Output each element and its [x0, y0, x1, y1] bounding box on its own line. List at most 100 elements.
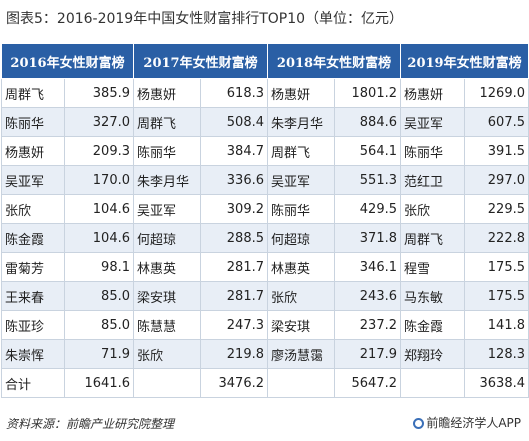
person-name-cell: 梁安琪: [267, 310, 335, 340]
wealth-ranking-table: 2016年女性财富榜 2017年女性财富榜 2018年女性财富榜 2019年女性…: [1, 43, 529, 398]
person-name-cell: 程雪: [400, 252, 465, 282]
wealth-value-cell: 229.5: [464, 194, 529, 224]
total-row: 合计 1641.6 3476.2 5647.2 3638.4: [1, 368, 529, 398]
header-2018: 2018年女性财富榜: [267, 43, 401, 79]
person-name-cell: 何超琼: [133, 223, 201, 253]
wealth-value-cell: 391.5: [464, 136, 529, 166]
wealth-value-cell: 219.8: [200, 339, 268, 369]
total-label-empty: [400, 368, 465, 398]
wealth-value-cell: 327.0: [64, 107, 134, 137]
table-body: 周群飞 385.9 杨惠妍 618.3 杨惠妍 1801.2 杨惠妍 1269.0 陈丽华 327…: [1, 78, 529, 398]
wealth-value-cell: 281.7: [200, 252, 268, 282]
person-name-cell: 陈丽华: [400, 136, 465, 166]
person-name-cell: 吴亚军: [133, 194, 201, 224]
wealth-value-cell: 551.3: [334, 165, 401, 195]
person-name-cell: 陈丽华: [1, 107, 65, 137]
person-name-cell: 张欣: [400, 194, 465, 224]
table-row: 周群飞 385.9 杨惠妍 618.3 杨惠妍 1801.2 杨惠妍 1269.0: [1, 78, 529, 108]
person-name-cell: 林惠英: [133, 252, 201, 282]
wealth-value-cell: 243.6: [334, 281, 401, 311]
wealth-value-cell: 371.8: [334, 223, 401, 253]
wealth-value-cell: 222.8: [464, 223, 529, 253]
total-value-cell: 3638.4: [464, 368, 529, 398]
wealth-value-cell: 297.0: [464, 165, 529, 195]
wealth-value-cell: 508.4: [200, 107, 268, 137]
wealth-value-cell: 237.2: [334, 310, 401, 340]
total-value-cell: 5647.2: [334, 368, 401, 398]
wealth-value-cell: 217.9: [334, 339, 401, 369]
person-name-cell: 张欣: [1, 194, 65, 224]
person-name-cell: 梁安琪: [133, 281, 201, 311]
header-2016: 2016年女性财富榜: [1, 43, 134, 79]
person-name-cell: 雷菊芳: [1, 252, 65, 282]
wealth-value-cell: 607.5: [464, 107, 529, 137]
total-label: 合计: [1, 368, 65, 398]
total-value-cell: 1641.6: [64, 368, 134, 398]
wealth-value-cell: 288.5: [200, 223, 268, 253]
wealth-value-cell: 1269.0: [464, 78, 529, 108]
wealth-value-cell: 98.1: [64, 252, 134, 282]
person-name-cell: 朱李月华: [267, 107, 335, 137]
person-name-cell: 朱李月华: [133, 165, 201, 195]
wealth-value-cell: 384.7: [200, 136, 268, 166]
person-name-cell: 陈慧慧: [133, 310, 201, 340]
wealth-value-cell: 85.0: [64, 281, 134, 311]
person-name-cell: 周群飞: [267, 136, 335, 166]
person-name-cell: 吴亚军: [1, 165, 65, 195]
table-row: 朱崇恽 71.9 张欣 219.8 廖汤慧霭 217.9 郑翔玲 128.3: [1, 339, 529, 369]
person-name-cell: 陈亚珍: [1, 310, 65, 340]
table-row: 雷菊芳 98.1 林惠英 281.7 林惠英 346.1 程雪 175.5: [1, 252, 529, 282]
table-row: 吴亚军 170.0 朱李月华 336.6 吴亚军 551.3 范红卫 297.0: [1, 165, 529, 195]
wealth-value-cell: 170.0: [64, 165, 134, 195]
wealth-value-cell: 104.6: [64, 223, 134, 253]
wealth-value-cell: 247.3: [200, 310, 268, 340]
chart-title: 图表5：2016-2019年中国女性财富排行TOP10（单位：亿元）: [6, 11, 404, 27]
person-name-cell: 周群飞: [400, 223, 465, 253]
total-value-cell: 3476.2: [200, 368, 268, 398]
wealth-value-cell: 141.8: [464, 310, 529, 340]
person-name-cell: 杨惠妍: [1, 136, 65, 166]
wealth-value-cell: 564.1: [334, 136, 401, 166]
person-name-cell: 王来春: [1, 281, 65, 311]
person-name-cell: 杨惠妍: [133, 78, 201, 108]
table-row: 王来春 85.0 梁安琪 281.7 张欣 243.6 马东敏 175.5: [1, 281, 529, 311]
header-row: 2016年女性财富榜 2017年女性财富榜 2018年女性财富榜 2019年女性…: [1, 43, 529, 79]
wealth-value-cell: 309.2: [200, 194, 268, 224]
header-2019: 2019年女性财富榜: [400, 43, 529, 79]
source-note: 资料来源：前瞻产业研究院整理: [6, 417, 175, 431]
table-row: 陈金霞 104.6 何超琼 288.5 何超琼 371.8 周群飞 222.8: [1, 223, 529, 253]
table-row: 杨惠妍 209.3 陈丽华 384.7 周群飞 564.1 陈丽华 391.5: [1, 136, 529, 166]
total-label-empty: [267, 368, 335, 398]
person-name-cell: 张欣: [267, 281, 335, 311]
qianzhan-logo-icon: [413, 418, 425, 429]
table-row: 陈亚珍 85.0 陈慧慧 247.3 梁安琪 237.2 陈金霞 141.8: [1, 310, 529, 340]
wealth-value-cell: 175.5: [464, 281, 529, 311]
person-name-cell: 林惠英: [267, 252, 335, 282]
wealth-value-cell: 618.3: [200, 78, 268, 108]
wealth-value-cell: 71.9: [64, 339, 134, 369]
wealth-value-cell: 104.6: [64, 194, 134, 224]
person-name-cell: 陈丽华: [133, 136, 201, 166]
wealth-value-cell: 884.6: [334, 107, 401, 137]
wealth-value-cell: 209.3: [64, 136, 134, 166]
wealth-value-cell: 175.5: [464, 252, 529, 282]
person-name-cell: 陈丽华: [267, 194, 335, 224]
brand-credit: 前瞻经济学人APP: [413, 414, 521, 431]
table-row: 张欣 104.6 吴亚军 309.2 陈丽华 429.5 张欣 229.5: [1, 194, 529, 224]
wealth-value-cell: 85.0: [64, 310, 134, 340]
person-name-cell: 马东敏: [400, 281, 465, 311]
wealth-value-cell: 1801.2: [334, 78, 401, 108]
person-name-cell: 范红卫: [400, 165, 465, 195]
person-name-cell: 陈金霞: [1, 223, 65, 253]
table-row: 陈丽华 327.0 周群飞 508.4 朱李月华 884.6 吴亚军 607.5: [1, 107, 529, 137]
wealth-value-cell: 336.6: [200, 165, 268, 195]
person-name-cell: 朱崇恽: [1, 339, 65, 369]
total-label-empty: [133, 368, 201, 398]
person-name-cell: 陈金霞: [400, 310, 465, 340]
person-name-cell: 廖汤慧霭: [267, 339, 335, 369]
person-name-cell: 吴亚军: [400, 107, 465, 137]
wealth-value-cell: 281.7: [200, 281, 268, 311]
header-2017: 2017年女性财富榜: [133, 43, 268, 79]
person-name-cell: 周群飞: [1, 78, 65, 108]
person-name-cell: 张欣: [133, 339, 201, 369]
